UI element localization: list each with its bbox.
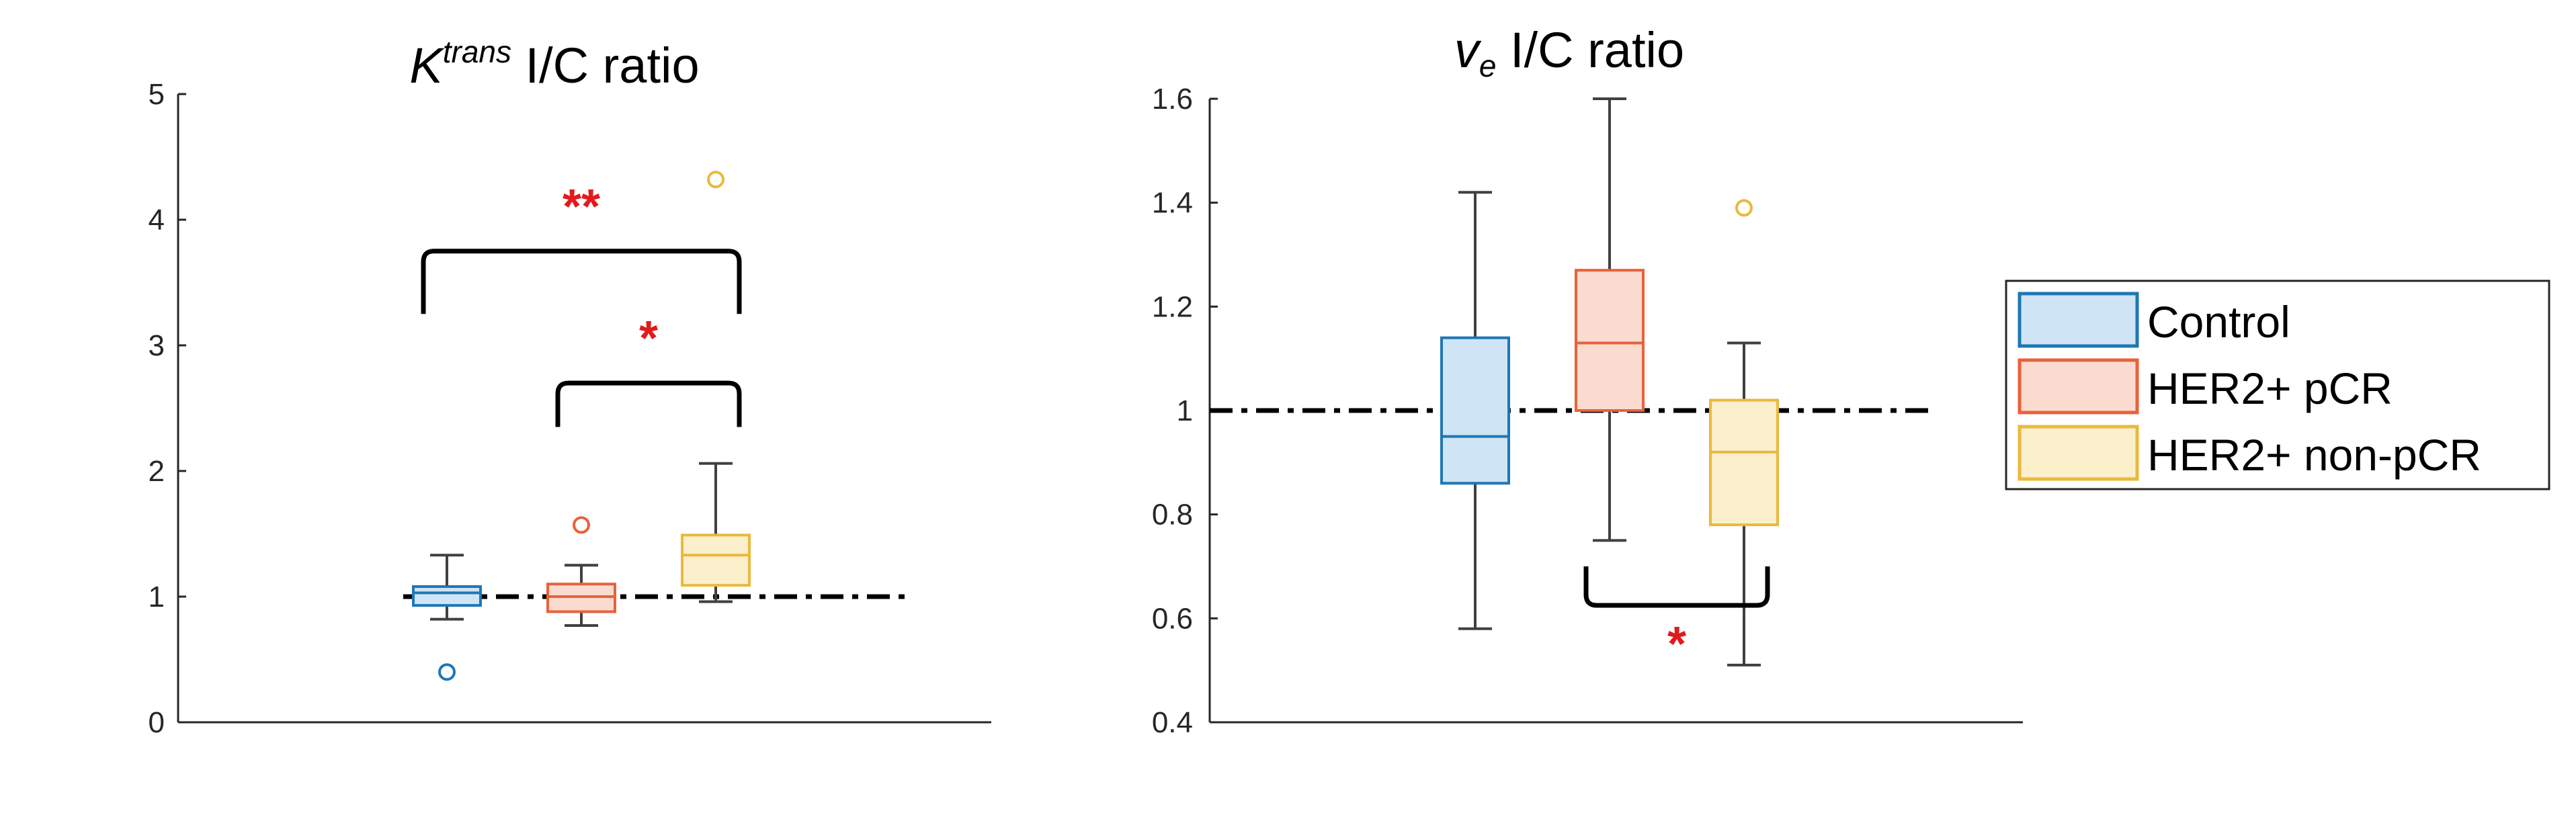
ve-outlier-her2-non-pcr [1735,199,1753,217]
ve-title-subscript: e [1479,48,1497,83]
ktrans-significance-1: * [639,312,658,366]
ve-box-her2-pcr [1575,269,1645,413]
ktrans-y-tick-label: 2 [149,455,165,488]
ve-y-tick-label: 0.4 [1152,706,1193,739]
legend-label-her2-pcr: HER2+ pCR [2147,363,2393,413]
ve-y-tick-label: 0.8 [1152,499,1193,531]
ktrans-outlier-her2-pcr [573,516,590,534]
ktrans-y-tick-label: 1 [149,580,165,613]
legend-swatch-her2-pcr [2018,358,2139,415]
ktrans-outlier-her2-non-pcr [707,171,724,189]
ktrans-title-symbol: K [409,38,445,93]
ve-title-symbol: v [1454,22,1482,78]
legend-label-her2-non-pcr: HER2+ non-pCR [2147,430,2481,480]
ktrans-bracket-1 [555,380,742,427]
ve-y-tick-label: 0.6 [1152,602,1193,635]
legend: Control HER2+ pCR HER2+ non-pCR [2005,280,2550,490]
legend-swatch-control [2018,292,2139,348]
ve-box-her2-non-pcr [1709,398,1779,527]
ktrans-y-tick-label: 0 [149,706,165,739]
ve-box-control [1440,336,1510,485]
ktrans-significance-0: ** [563,180,600,234]
ktrans-outlier-control [438,663,456,681]
ktrans-y-tick-label: 3 [149,329,165,362]
ve-bracket-0 [1583,566,1770,608]
ve-title: ve I/C ratio [1454,22,1684,83]
ktrans-bracket-0 [421,249,742,314]
legend-swatch-her2-non-pcr [2018,425,2139,481]
ktrans-y-tick-label: 4 [149,204,165,236]
legend-label-control: Control [2147,297,2290,347]
ktrans-title: Ktrans I/C ratio [409,34,699,93]
ve-chart: ve I/C ratio 0.4 0.6 0.8 1 1.2 1.4 1.6 * [1152,22,2023,739]
ktrans-y-tick-label: 5 [149,78,165,111]
ktrans-box-her2-non-pcr [681,533,751,587]
ve-y-tick-label: 1.4 [1152,187,1193,220]
ktrans-box-control [412,585,482,607]
ktrans-title-suffix: I/C ratio [511,38,700,93]
ve-significance-0: * [1667,617,1686,671]
ktrans-title-superscript: trans [443,34,511,69]
ve-y-tick-label: 1.2 [1152,290,1193,323]
ve-y-tick-label: 1.6 [1152,83,1193,116]
ve-y-tick-label: 1 [1177,394,1193,427]
ve-title-suffix: I/C ratio [1496,22,1684,78]
